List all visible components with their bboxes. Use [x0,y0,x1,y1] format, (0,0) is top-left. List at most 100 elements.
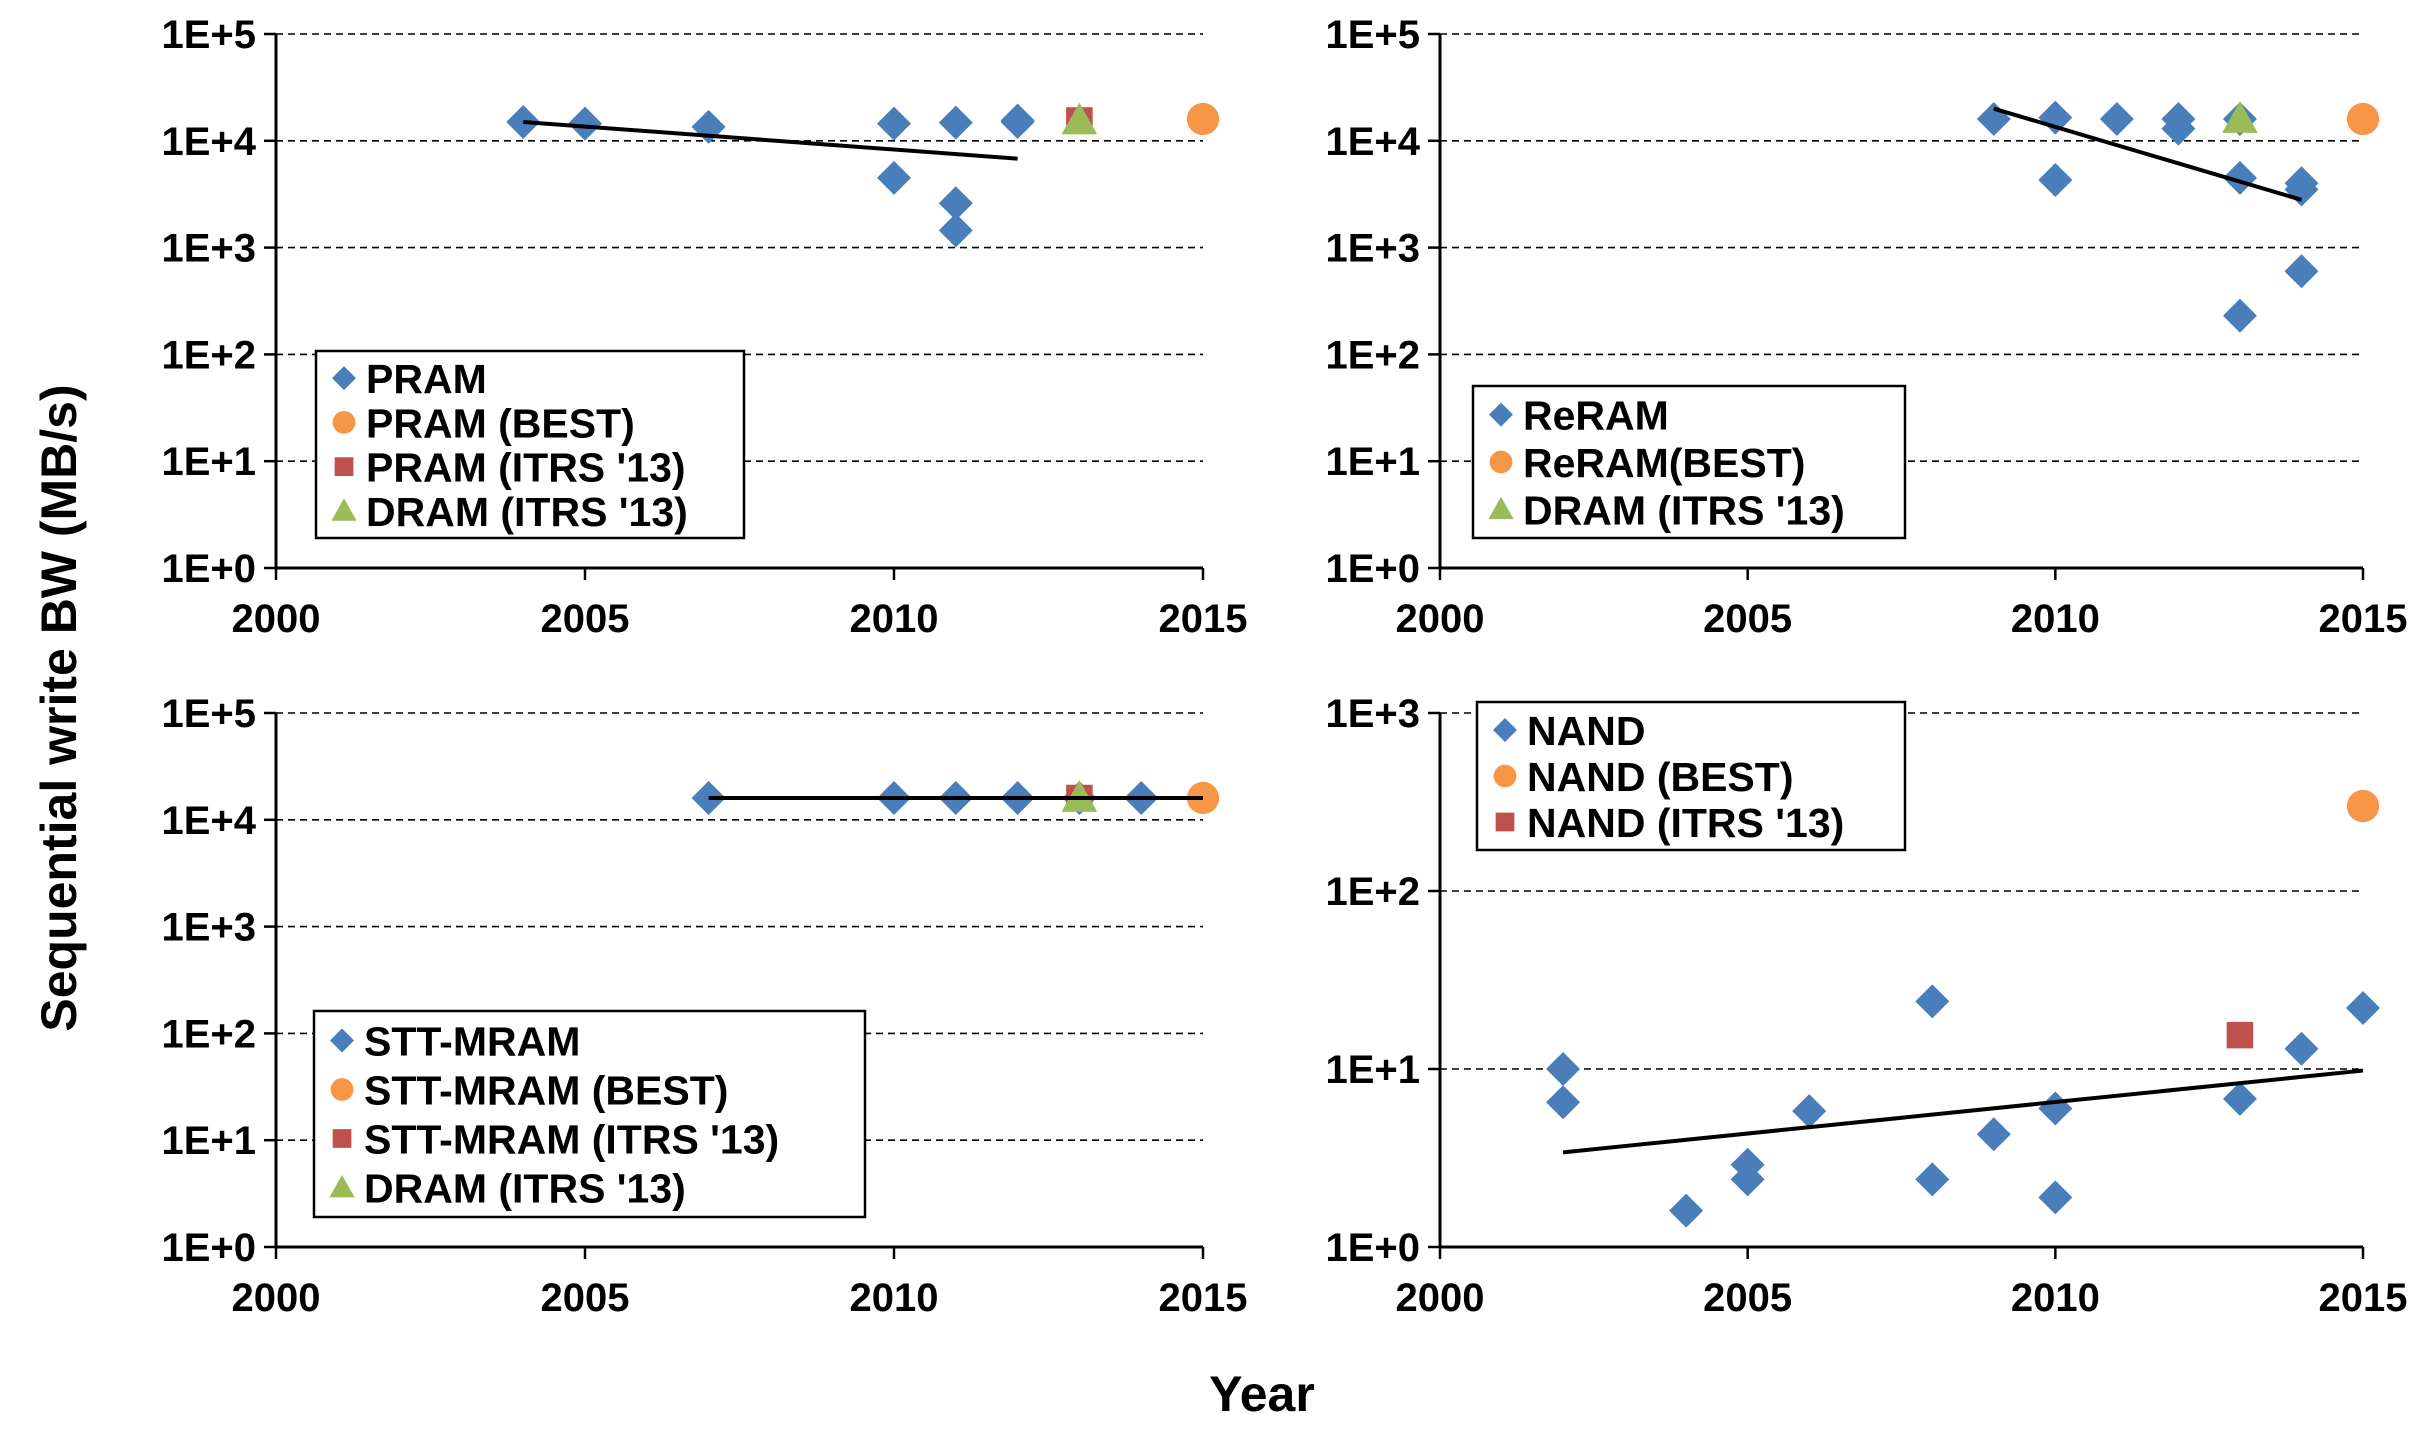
legend-label: DRAM (ITRS '13) [364,1166,686,1212]
data-point-diamond [877,160,911,195]
y-tick-label: 1E+2 [1325,333,1420,377]
legend-marker-diamond [1493,718,1517,742]
data-point-diamond [2099,101,2134,136]
data-point-diamond [691,109,726,144]
data-point-circle [2346,102,2380,136]
y-tick-label: 1E+1 [1325,1048,1420,1092]
legend-marker-circle [330,1078,354,1101]
chart-panel-top-right: 1E+0 1E+1 1E+2 1E+3 1E+4 1E+5 2000 2005 2010 2015… [1325,13,2407,641]
x-tick-label: 2005 [541,597,630,641]
y-tick-label: 1E+2 [1325,870,1420,914]
data-point-diamond [1000,103,1035,138]
data-point-diamond [2222,298,2257,333]
x-tick-label: 2010 [2011,597,2100,641]
x-tick-label: 2015 [1159,597,1248,641]
y-tick-label: 1E+3 [1325,227,1420,271]
x-tick-label: 2000 [1396,1276,1485,1320]
y-tick-label: 1E+5 [161,692,256,736]
legend-marker-circle [332,410,356,434]
data-point-diamond [938,186,973,221]
legend-marker-circle [1489,450,1513,474]
data-point-diamond [1546,1052,1581,1086]
x-tick-label: 2010 [2011,1276,2100,1320]
x-tick-label: 2010 [850,597,939,641]
data-point-diamond [1915,1162,1950,1197]
x-tick-label: 2005 [1703,597,1792,641]
data-point-diamond [2038,1180,2073,1215]
y-tick-label: 1E+4 [161,120,256,164]
legend-box [1475,700,1907,852]
legend-label: STT-MRAM [364,1019,580,1065]
y-tick-label: 1E+0 [1325,1226,1420,1270]
legend-label: ReRAM(BEST) [1523,440,1805,486]
legend-box [1471,384,1907,540]
x-tick-label: 2010 [850,1276,939,1320]
data-point-diamond [1792,1094,1827,1129]
legend-marker-triangle [331,498,357,521]
y-tick-label: 1E+4 [161,799,256,843]
data-point-diamond [568,106,602,141]
x-tick-label: 2015 [2319,1276,2408,1320]
legend-label: PRAM (ITRS '13) [366,445,686,491]
legend-label: NAND (BEST) [1527,754,1793,800]
legend-marker-diamond [330,1028,354,1053]
legend-label: NAND (ITRS '13) [1527,800,1844,846]
trend-line [1993,106,2303,202]
legend-box [314,349,746,540]
chart-panels: 1E+0 1E+1 1E+2 1E+3 1E+4 1E+5 2000 2005 2010 2015… [161,13,2407,1320]
y-axis-title: Sequential write BW (MB/s) [31,384,87,1031]
y-tick-label: 1E+3 [1325,692,1420,736]
data-point-diamond [877,106,911,141]
data-point-diamond [938,213,973,248]
y-tick-label: 1E+3 [161,906,256,950]
data-point-diamond [2038,162,2073,197]
legend-marker-triangle [329,1174,355,1198]
legend-label: STT-MRAM (ITRS '13) [364,1117,779,1163]
legend-label: PRAM [366,356,487,402]
legend-marker-square [334,457,354,476]
data-point-diamond [2284,254,2319,289]
x-tick-label: 2000 [1396,597,1485,641]
data-point-diamond [1730,1162,1765,1197]
data-point-diamond [1669,1193,1704,1228]
y-tick-label: 1E+1 [1325,440,1420,484]
legend-label: DRAM (ITRS '13) [1523,487,1845,533]
y-tick-label: 1E+2 [161,333,256,377]
data-point-diamond [1546,1085,1581,1120]
x-tick-label: 2005 [541,1276,630,1320]
data-point-diamond [938,105,973,140]
data-point-circle [1186,102,1220,136]
data-point-diamond [2222,160,2257,195]
legend-marker-square [332,1129,352,1148]
trend-line [1562,1068,2364,1155]
legend-marker-diamond [1489,402,1513,427]
legend-label: NAND [1527,708,1645,754]
legend-label: ReRAM [1523,393,1669,439]
data-point-circle [2346,789,2380,823]
legend-label: PRAM (BEST) [366,400,635,446]
data-point-diamond [2284,172,2319,207]
y-tick-label: 1E+5 [161,13,256,57]
y-tick-label: 1E+1 [161,1119,256,1163]
y-tick-label: 1E+0 [161,547,256,591]
x-tick-label: 2015 [2319,597,2408,641]
data-point-diamond [1976,101,2011,136]
x-tick-label: 2005 [1703,1276,1792,1320]
data-point-triangle [2222,101,2258,133]
legend-marker-circle [1493,764,1517,788]
chart-panel-bottom-left: 1E+0 1E+1 1E+2 1E+3 1E+4 1E+5 2000 2005 2010 2015… [161,692,1247,1320]
data-point-diamond [2346,991,2380,1026]
y-tick-label: 1E+2 [161,1012,256,1056]
y-tick-label: 1E+0 [1325,547,1420,591]
y-tick-label: 1E+0 [161,1226,256,1270]
data-point-diamond [2222,1081,2257,1116]
x-axis-title: Year [1209,1366,1315,1422]
legend-label: DRAM (ITRS '13) [366,489,688,535]
data-point-diamond [1976,1117,2011,1152]
